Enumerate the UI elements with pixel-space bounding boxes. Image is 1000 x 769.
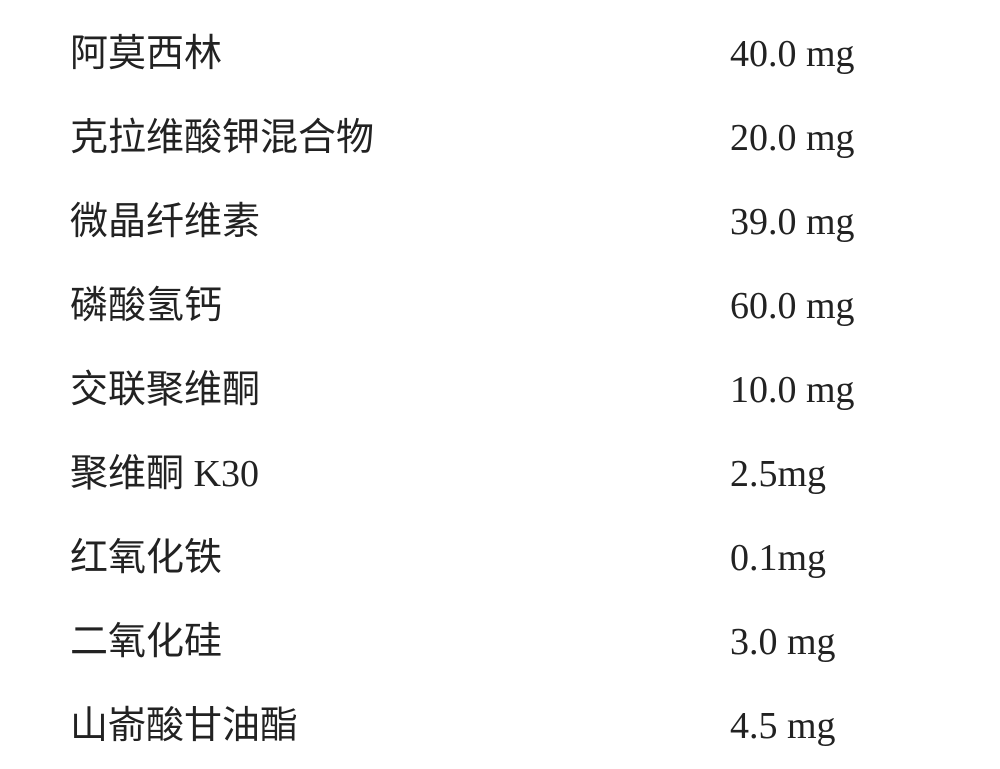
ingredient-name: 红氧化铁 xyxy=(70,516,222,600)
ingredient-amount: 40.0 mg xyxy=(730,12,900,96)
ingredient-name: 交联聚维酮 xyxy=(70,348,260,432)
ingredient-name: 微晶纤维素 xyxy=(70,180,260,264)
ingredient-amount: 60.0 mg xyxy=(730,264,900,348)
ingredient-amount: 2.5mg xyxy=(730,432,900,516)
ingredient-amount: 4.5 mg xyxy=(730,684,900,768)
table-row: 交联聚维酮 10.0 mg xyxy=(70,348,900,432)
ingredient-name: 聚维酮 K30 xyxy=(70,432,259,516)
table-row: 二氧化硅 3.0 mg xyxy=(70,600,900,684)
table-row: 微晶纤维素 39.0 mg xyxy=(70,180,900,264)
ingredient-name: 山嵛酸甘油酯 xyxy=(70,684,298,768)
ingredient-amount: 20.0 mg xyxy=(730,96,900,180)
ingredient-name: 阿莫西林 xyxy=(70,12,222,96)
ingredient-amount: 0.1mg xyxy=(730,516,900,600)
ingredient-name: 二氧化硅 xyxy=(70,600,222,684)
table-row: 克拉维酸钾混合物 20.0 mg xyxy=(70,96,900,180)
ingredient-name: 克拉维酸钾混合物 xyxy=(70,96,374,180)
ingredient-amount: 39.0 mg xyxy=(730,180,900,264)
ingredient-name: 磷酸氢钙 xyxy=(70,264,222,348)
table-row: 磷酸氢钙 60.0 mg xyxy=(70,264,900,348)
table-row: 红氧化铁 0.1mg xyxy=(70,516,900,600)
composition-table: 阿莫西林 40.0 mg 克拉维酸钾混合物 20.0 mg 微晶纤维素 39.0… xyxy=(0,0,1000,769)
ingredient-amount: 10.0 mg xyxy=(730,348,900,432)
table-row: 聚维酮 K30 2.5mg xyxy=(70,432,900,516)
table-row: 阿莫西林 40.0 mg xyxy=(70,12,900,96)
table-row: 山嵛酸甘油酯 4.5 mg xyxy=(70,684,900,768)
ingredient-amount: 3.0 mg xyxy=(730,600,900,684)
